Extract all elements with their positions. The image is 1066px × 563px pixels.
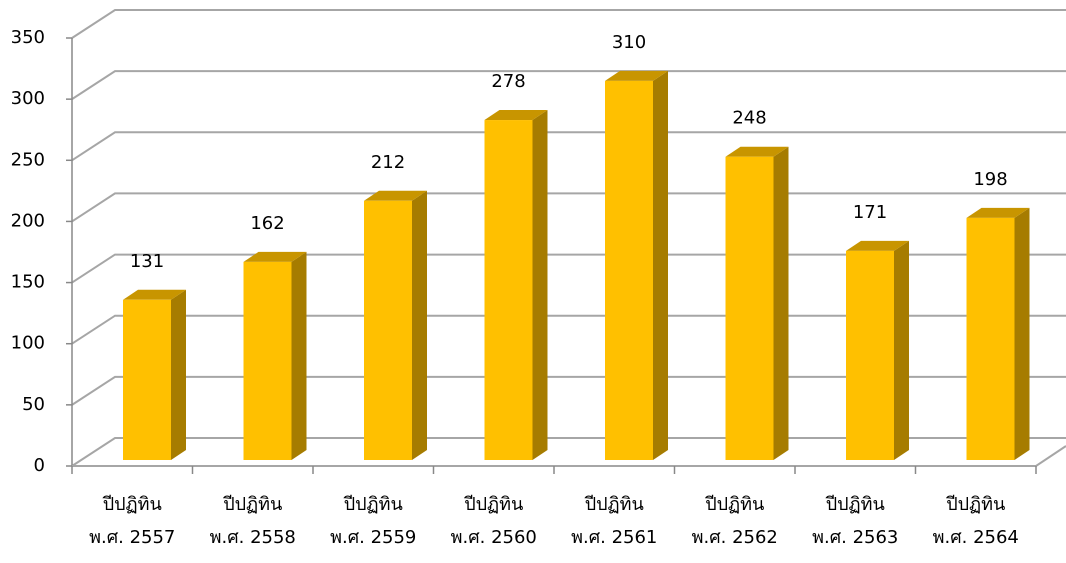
y-tick-label: 200 [11, 210, 45, 231]
bar-top [966, 207, 1030, 218]
bar-side [171, 289, 186, 460]
data-label: 198 [973, 169, 1007, 190]
y-tick-label: 250 [11, 149, 45, 170]
bar-top [123, 289, 186, 300]
data-label: 131 [130, 251, 164, 272]
y-tick-label: 0 [34, 455, 45, 476]
grid-line [71, 70, 1066, 100]
bar-side [532, 110, 548, 460]
bar [243, 261, 292, 460]
x-tick-label: ปีปฏิทินพ.ศ. 2563 [812, 494, 898, 548]
x-tick-label: ปีปฏิทินพ.ศ. 2558 [210, 494, 296, 548]
grid-line [71, 9, 1066, 39]
x-tick-label: ปีปฏิทินพ.ศ. 2564 [933, 494, 1019, 548]
data-label: 248 [732, 108, 766, 129]
bar [123, 299, 171, 460]
x-tick-label: ปีปฏิทินพ.ศ. 2561 [571, 494, 657, 548]
grid-line [71, 253, 1066, 284]
bar-side [773, 146, 789, 460]
x-tick-label: ปีปฏิทินพ.ศ. 2560 [451, 494, 537, 548]
y-tick-label: 150 [11, 272, 45, 293]
bar-side [291, 251, 307, 460]
bar-side [894, 240, 909, 460]
bar [364, 200, 412, 461]
x-tick-label: ปีปฏิทินพ.ศ. 2562 [692, 494, 778, 548]
data-label: 162 [250, 213, 284, 234]
bar-top [725, 146, 789, 157]
grid-line [71, 314, 1066, 345]
y-tick-label: 50 [22, 394, 45, 415]
x-tick-label: ปีปฏิทินพ.ศ. 2559 [330, 494, 416, 548]
data-label: 171 [853, 202, 887, 223]
bar-side [1014, 207, 1030, 460]
bar-top [364, 190, 427, 201]
x-tick-label: ปีปฏิทินพ.ศ. 2557 [89, 494, 175, 548]
bar-side [412, 190, 427, 461]
bar-top [484, 110, 548, 121]
bar [846, 250, 894, 460]
grid-line [71, 375, 1066, 406]
bar-top [846, 240, 909, 251]
y-tick-label: 350 [11, 27, 45, 48]
grid-line [71, 437, 1066, 467]
bar-side [653, 70, 668, 461]
bar [484, 120, 533, 460]
data-label: 278 [491, 71, 525, 92]
bar [966, 217, 1015, 460]
bar-top [605, 70, 668, 81]
y-tick-label: 100 [11, 333, 45, 354]
bar [725, 156, 774, 460]
data-label: 212 [371, 152, 405, 173]
floor-line [72, 445, 1066, 467]
y-tick-label: 300 [11, 88, 45, 109]
bar [605, 80, 653, 461]
data-label: 310 [612, 32, 646, 53]
bar-top [243, 251, 307, 262]
grid-line [71, 192, 1066, 223]
grid-line [71, 131, 1066, 162]
